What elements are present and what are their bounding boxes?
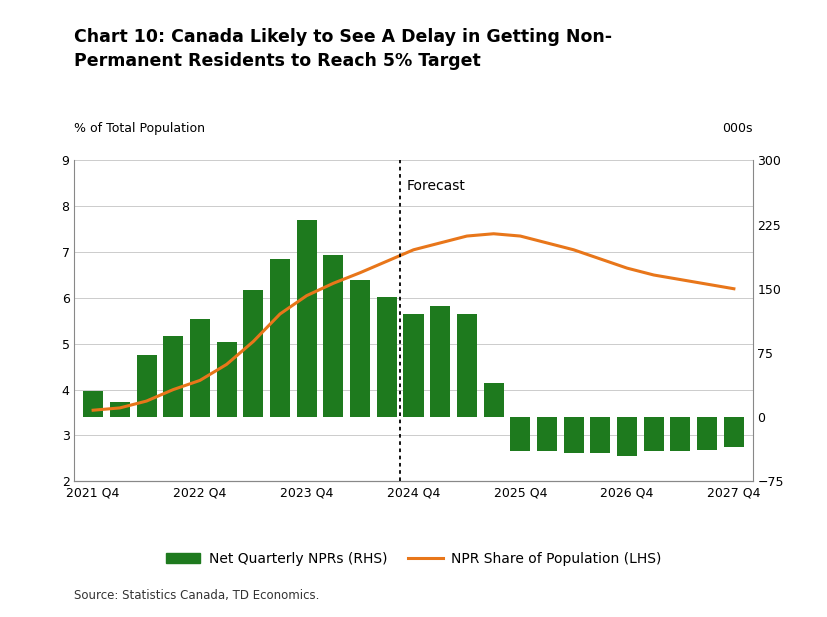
Bar [404,315,423,417]
Bar [617,417,637,455]
Bar [190,319,210,417]
Bar [243,291,263,417]
Text: Forecast: Forecast [407,179,466,193]
Bar [457,315,477,417]
Bar [83,391,103,417]
Bar [430,306,450,417]
Bar [697,417,717,450]
Bar [484,383,504,417]
Bar [217,342,237,417]
Bar [110,402,130,417]
Bar [564,417,584,453]
Text: Chart 10: Canada Likely to See A Delay in Getting Non-: Chart 10: Canada Likely to See A Delay i… [74,28,613,46]
Bar [590,417,610,453]
Bar [270,259,290,417]
Bar [377,297,397,417]
Bar [297,220,317,417]
Text: Source: Statistics Canada, TD Economics.: Source: Statistics Canada, TD Economics. [74,589,320,602]
Text: Permanent Residents to Reach 5% Target: Permanent Residents to Reach 5% Target [74,52,481,70]
Bar [163,336,184,417]
Bar [323,255,343,417]
Bar [537,417,557,451]
Bar [724,417,744,447]
Bar [510,417,530,451]
Legend: Net Quarterly NPRs (RHS), NPR Share of Population (LHS): Net Quarterly NPRs (RHS), NPR Share of P… [160,546,667,571]
Text: % of Total Population: % of Total Population [74,122,205,135]
Text: 000s: 000s [722,122,753,135]
Bar [671,417,691,451]
Bar [350,280,370,417]
Bar [643,417,664,451]
Bar [136,355,156,417]
